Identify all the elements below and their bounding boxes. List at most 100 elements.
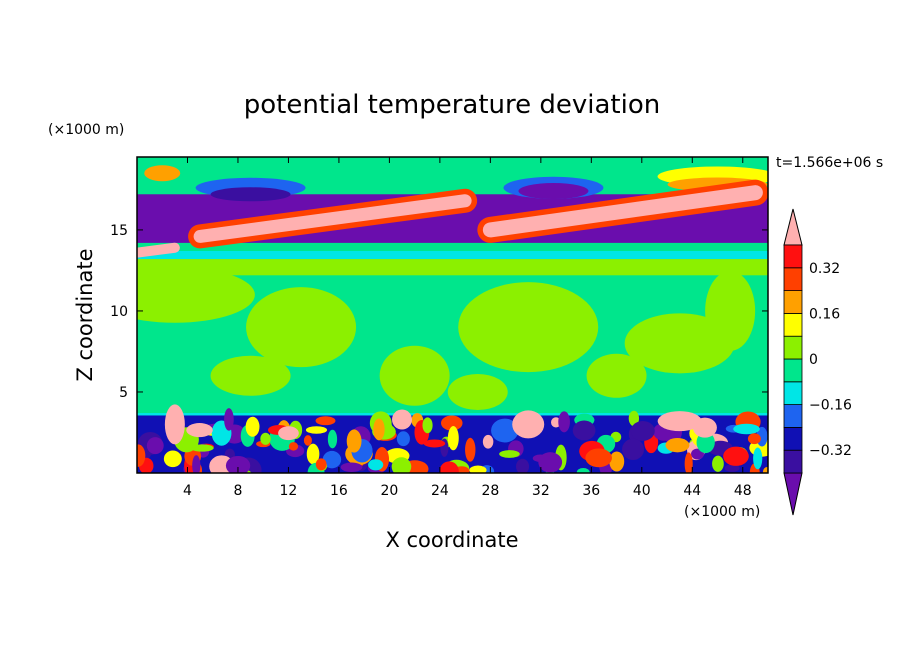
boundary-cell (373, 418, 385, 441)
y-tick-label: 10 (110, 304, 128, 320)
boundary-cell (762, 466, 768, 473)
boundary-cell (303, 435, 312, 446)
colorbar-bin (783, 267, 803, 291)
boundary-cell (733, 423, 760, 435)
y-axis: 5 10 15 (110, 223, 768, 401)
warm-plume (512, 410, 545, 439)
colorbar-bin (783, 312, 803, 337)
boundary-cell (137, 444, 146, 467)
boundary-cell (609, 451, 625, 472)
boundary-cell (439, 461, 459, 473)
boundary-cell (665, 437, 690, 453)
x-tick-label: 20 (380, 483, 398, 499)
boundary-cell (712, 455, 724, 472)
y-tick-label: 15 (110, 223, 128, 239)
lime-patch (137, 266, 255, 323)
y-unit-label: (×1000 m) (48, 122, 124, 138)
lime-patch (624, 313, 735, 374)
warm-plume (657, 411, 702, 432)
y-axis-label: Z coordinate (73, 248, 97, 381)
boundary-cell (440, 415, 463, 431)
cyan-band (137, 250, 768, 260)
warm-plume (392, 409, 413, 430)
boundary-cell (225, 455, 251, 473)
chart-title: potential temperature deviation (244, 90, 660, 120)
warm-filament-core (193, 194, 472, 243)
colorbar-bin (783, 335, 803, 360)
boundary-cell (696, 431, 715, 454)
boundary-cell (538, 452, 563, 473)
colorbar-bin (783, 404, 803, 428)
x-tick-label: 12 (280, 483, 298, 499)
x-tick-label: 28 (481, 483, 499, 499)
boundary-cell (447, 426, 459, 451)
colorbar-tick-label: 0.16 (809, 306, 840, 322)
colorbar-extend-high (783, 208, 803, 246)
lime-patch (210, 355, 291, 396)
y-tick-label: 5 (119, 385, 128, 401)
boundary-cell (684, 452, 693, 473)
boundary-cell (747, 433, 761, 445)
boundary-cell (305, 426, 328, 434)
boundary-cell (572, 420, 596, 441)
boundary-cell (260, 432, 271, 445)
colorbar-tick-label: −0.32 (809, 443, 852, 459)
lime-patch (379, 345, 450, 406)
colorbar-tick-label: 0 (809, 352, 818, 368)
boundary-cell (628, 410, 640, 427)
x-tick-label: 4 (183, 483, 192, 499)
warm-filament-core (137, 242, 180, 258)
boundary-cell (192, 455, 201, 473)
boundary-cell (723, 446, 749, 466)
lime-patch (458, 282, 599, 373)
boundary-cell (306, 443, 320, 465)
lime-patch (705, 270, 756, 351)
x-unit-label: (×1000 m) (684, 504, 760, 520)
lime-patch (447, 373, 508, 410)
warm-plume (692, 417, 717, 438)
boundary-cell (482, 434, 494, 449)
boundary-cell (516, 458, 530, 473)
lime-band (137, 255, 768, 276)
colorbar-bin (783, 381, 803, 405)
boundary-cell (391, 457, 412, 473)
orange-patch (144, 165, 181, 182)
boundary-cell (315, 416, 336, 426)
boundary-cell (186, 423, 213, 438)
boundary-cell (163, 450, 182, 468)
boundary-cell (422, 417, 433, 434)
purple-patch (518, 183, 589, 200)
plot-frame (136, 156, 769, 474)
boundary-cell (346, 429, 362, 453)
boundary-cell (576, 468, 590, 473)
x-axis: 4 8 12 16 20 24 28 32 36 40 44 48 (183, 157, 752, 499)
colorbar-bin (783, 449, 803, 474)
boundary-cell (278, 426, 299, 441)
boundary-cell (465, 437, 476, 462)
lime-patch (246, 287, 357, 368)
boundary-cell (322, 450, 342, 469)
colorbar: −0.32 −0.16 0 0.16 0.32 (783, 208, 852, 516)
boundary-cell (245, 416, 260, 437)
warm-filament-core (482, 185, 763, 238)
x-tick-label: 40 (633, 483, 651, 499)
colorbar-bin (783, 244, 803, 269)
x-axis-label: X coordinate (385, 528, 518, 552)
x-tick-label: 16 (330, 483, 348, 499)
x-tick-label: 36 (582, 483, 600, 499)
boundary-top (137, 413, 768, 416)
colorbar-tick-label: −0.16 (809, 398, 852, 414)
colorbar-bin (783, 290, 803, 314)
x-tick-label: 32 (532, 483, 550, 499)
boundary-cell (327, 429, 338, 449)
boundary-cell (224, 408, 234, 431)
colorbar-tick-label: 0.32 (809, 261, 840, 277)
boundary-cell (499, 450, 520, 458)
boundary-cell (724, 464, 740, 472)
colorbar-extend-low (783, 472, 803, 516)
boundary-cell (558, 411, 570, 433)
x-tick-label: 48 (734, 483, 752, 499)
boundary-cell (396, 431, 410, 447)
colorbar-bin (783, 358, 803, 383)
